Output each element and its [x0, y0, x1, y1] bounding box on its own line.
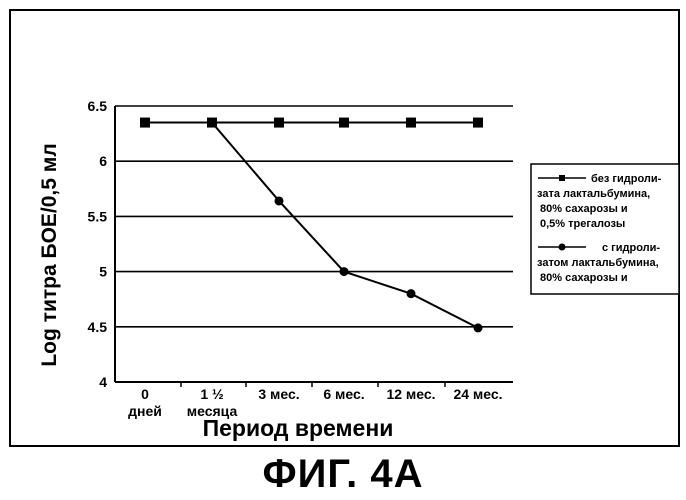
- line-chart: 44.555.566.50дней1 ½месяца3 мес.6 мес.12…: [0, 0, 686, 450]
- series-0-point: [140, 118, 150, 128]
- x-tick-label: дней: [128, 403, 162, 419]
- y-tick-label: 4: [99, 374, 107, 390]
- legend-label-line: с гидроли-: [602, 242, 660, 254]
- legend-label-line: без гидроли-: [591, 173, 662, 185]
- series-1-point: [340, 267, 349, 276]
- series-1-point: [407, 289, 416, 298]
- series-1-point: [275, 196, 284, 205]
- legend-label-line: затом лактальбумина,: [537, 257, 659, 269]
- y-tick-label: 4.5: [88, 319, 108, 335]
- series-1-line: [212, 123, 478, 328]
- legend-label-line: 0,5% трегалозы: [540, 218, 625, 230]
- series-0-point: [274, 118, 284, 128]
- legend-label-line: зата лактальбумина,: [537, 188, 650, 200]
- x-tick-label: 0: [141, 386, 149, 402]
- legend-label-line: 80% сахарозы и: [540, 272, 628, 284]
- x-axis-title: Период времени: [203, 415, 394, 441]
- series-0-point: [406, 118, 416, 128]
- x-tick-label: 3 мес.: [258, 386, 299, 402]
- legend-label-line: 80% сахарозы и: [540, 203, 628, 215]
- x-tick-label: 1 ½: [200, 386, 224, 402]
- series-1-point: [474, 323, 483, 332]
- x-tick-label: 6 мес.: [323, 386, 364, 402]
- y-tick-label: 5: [99, 264, 107, 280]
- x-tick-label: 12 мес.: [386, 386, 435, 402]
- legend-marker-0: [559, 175, 565, 181]
- y-tick-label: 6: [99, 153, 107, 169]
- y-tick-label: 5.5: [88, 208, 108, 224]
- figure-caption: ФИГ. 4А: [0, 452, 686, 497]
- y-tick-label: 6.5: [88, 98, 108, 114]
- series-1-point: [208, 118, 217, 127]
- y-axis-title: Log титра БОЕ/0,5 мл: [38, 143, 61, 366]
- series-0-point: [339, 118, 349, 128]
- legend-marker-1: [559, 244, 566, 251]
- x-tick-label: 24 мес.: [453, 386, 502, 402]
- series-0-point: [473, 118, 483, 128]
